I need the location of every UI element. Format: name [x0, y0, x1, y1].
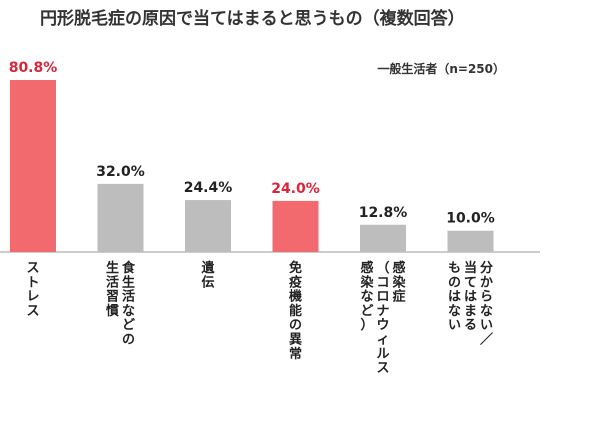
value-label-1: 32.0%	[96, 164, 145, 180]
category-char: は	[464, 290, 477, 305]
category-char: 分	[480, 260, 493, 276]
category-char: い	[448, 318, 461, 333]
category-char: は	[448, 290, 461, 305]
category-char: ど	[360, 304, 373, 319]
value-label-2: 24.4%	[184, 180, 233, 196]
category-char: コ	[376, 275, 389, 290]
category-char: の	[448, 275, 461, 290]
category-char: 活	[122, 289, 135, 305]
category-char: 免	[289, 260, 302, 276]
category-char: 感	[392, 260, 405, 276]
category-char: 染	[359, 274, 374, 290]
category-char: な	[448, 304, 461, 319]
category-char: の	[289, 318, 302, 333]
value-label-5: 10.0%	[446, 211, 495, 227]
bar-5	[447, 230, 494, 252]
category-char: か	[480, 275, 493, 290]
category-char: て	[464, 275, 477, 290]
category-char: ル	[376, 347, 389, 362]
category-char: ス	[376, 361, 389, 376]
category-char: 慣	[106, 303, 119, 319]
category-char: ィ	[376, 333, 389, 348]
category-char: 遺	[200, 260, 215, 276]
category-char: ロ	[376, 290, 389, 305]
bar-0	[10, 80, 56, 252]
bar-1	[97, 183, 144, 252]
category-char: ス	[26, 261, 39, 276]
category-char: 生	[122, 274, 135, 290]
category-char: 食	[122, 260, 136, 276]
category-char: ）	[360, 317, 373, 333]
category-char: ウ	[376, 318, 389, 333]
category-char: 生	[106, 260, 119, 276]
value-label-3: 24.0%	[271, 181, 320, 197]
category-char: レ	[26, 290, 39, 305]
value-label-0: 80.8%	[9, 60, 58, 76]
category-char: な	[360, 290, 373, 305]
value-label-4: 12.8%	[359, 205, 408, 221]
category-char: 異	[289, 333, 302, 348]
category-char: 機	[289, 289, 302, 305]
category-char: 染	[391, 274, 406, 290]
category-char: な	[122, 304, 135, 319]
category-char: ま	[464, 304, 477, 319]
chart-title: 円形脱毛症の原因で当てはまると思うもの（複数回答）	[40, 8, 465, 29]
category-char: 当	[464, 260, 477, 276]
category-char: ら	[480, 290, 493, 305]
category-char: 活	[106, 274, 119, 290]
category-char: ト	[26, 275, 39, 290]
category-char: も	[448, 261, 461, 276]
bar-2	[185, 200, 231, 252]
bar-3	[272, 200, 319, 252]
category-char: ナ	[376, 304, 389, 319]
category-char: ／	[480, 332, 493, 348]
category-char: い	[480, 318, 493, 333]
category-char: （	[376, 260, 389, 276]
category-char: 疫	[289, 274, 302, 290]
category-char: の	[122, 333, 135, 348]
category-char: 常	[289, 346, 302, 362]
category-char: 症	[392, 289, 405, 305]
category-char: な	[480, 304, 493, 319]
legend-label: 一般生活者（n=250）	[377, 61, 505, 76]
category-char: 能	[289, 303, 302, 319]
category-char: 伝	[201, 274, 214, 290]
category-char: ど	[122, 318, 135, 333]
category-char: る	[464, 318, 477, 333]
bar-4	[360, 224, 406, 252]
category-char: 習	[106, 290, 119, 305]
category-label-2: 遺伝	[200, 260, 215, 290]
category-char: ス	[26, 304, 39, 319]
category-char: 感	[360, 260, 373, 276]
